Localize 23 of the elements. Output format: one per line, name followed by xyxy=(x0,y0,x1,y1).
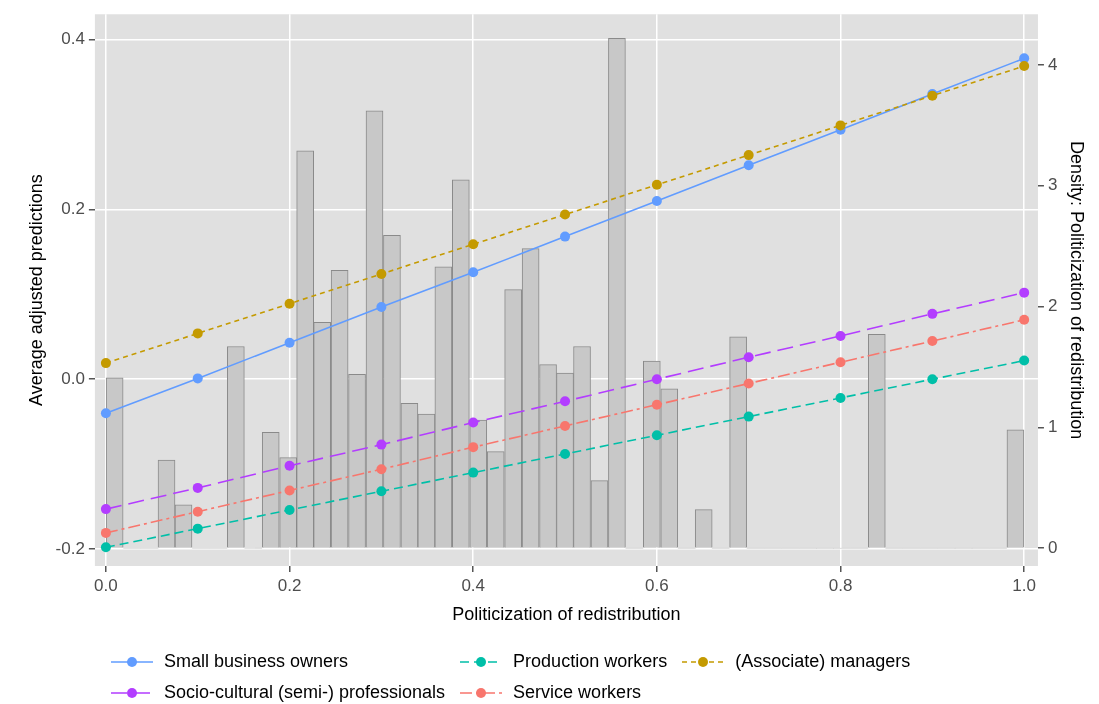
y-tick-label: 0.4 xyxy=(61,29,85,49)
x-axis-title: Politicization of redistribution xyxy=(452,604,681,625)
y-axis-title: Average adjusted predictions xyxy=(25,174,46,407)
y2-tick-label: 0 xyxy=(1047,537,1058,557)
y-tick-label: 0.0 xyxy=(61,368,85,388)
y2-tick-label: 3 xyxy=(1047,175,1058,195)
x-tick-label: 0.6 xyxy=(645,575,669,595)
x-tick-label: 0.0 xyxy=(94,575,118,595)
x-tick-label: 1.0 xyxy=(1012,575,1036,595)
y2-tick-label: 2 xyxy=(1047,296,1058,316)
y2-tick-label: 1 xyxy=(1047,417,1058,437)
legend-label: (Associate) managers xyxy=(735,651,911,672)
x-tick-label: 0.4 xyxy=(461,575,486,595)
y2-axis-title: Density: Politicization of redistribution xyxy=(1067,141,1088,440)
x-tick-label: 0.2 xyxy=(277,575,302,595)
legend-label: Small business owners xyxy=(164,651,349,672)
legend-label: Socio-cultural (semi-) professionals xyxy=(164,682,446,703)
y-tick-label: 0.2 xyxy=(61,199,85,219)
legend-label: Production workers xyxy=(513,651,668,672)
y-tick-label: -0.2 xyxy=(55,538,85,558)
x-tick-label: 0.8 xyxy=(828,575,853,595)
legend-label: Service workers xyxy=(513,682,642,703)
y2-tick-label: 4 xyxy=(1047,54,1058,74)
